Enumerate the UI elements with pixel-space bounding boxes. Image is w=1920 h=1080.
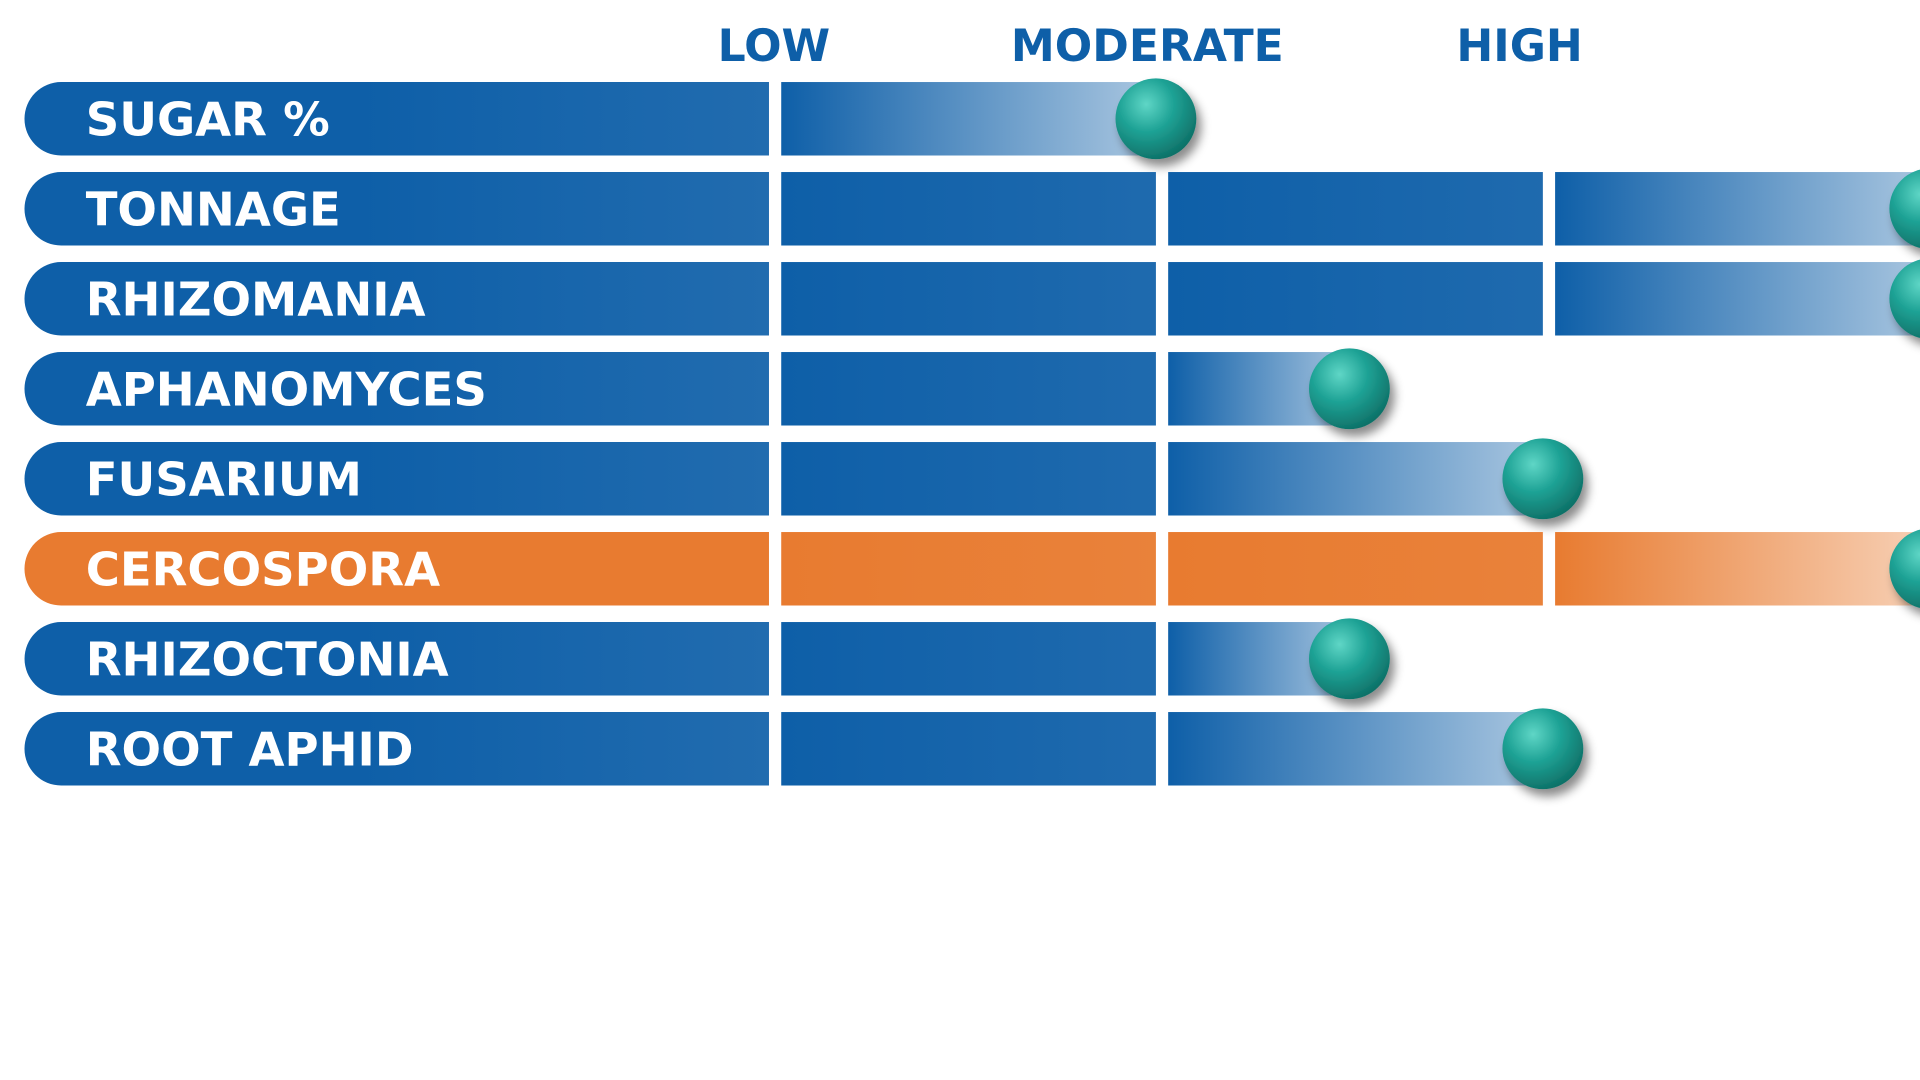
- trait-row-aphanomyces: APHANOMYCES: [24, 348, 1390, 430]
- trait-label-fusarium: FUSARIUM: [86, 453, 362, 507]
- trait-label-sugar: SUGAR %: [86, 93, 330, 147]
- trait-row-fusarium: FUSARIUM: [24, 438, 1584, 520]
- trait-row-root-aphid: ROOT APHID: [24, 708, 1584, 790]
- label-bar-aphanomyces: [24, 352, 769, 426]
- trait-row-rhizomania: RHIZOMANIA: [24, 259, 1920, 338]
- rating-segment-cercospora-3: [1555, 532, 1920, 606]
- rating-segment-rhizomania-3: [1555, 262, 1920, 336]
- trait-row-sugar: SUGAR %: [24, 78, 1197, 160]
- rating-marker-rhizomania: [1889, 259, 1920, 338]
- trait-label-cercospora: CERCOSPORA: [86, 543, 440, 597]
- rating-segment-tonnage-3: [1555, 172, 1920, 246]
- rating-segment-tonnage-2: [1168, 172, 1543, 246]
- rating-segment-fusarium-1: [781, 442, 1156, 516]
- rating-marker-rhizoctonia: [1308, 618, 1390, 700]
- trait-row-tonnage: TONNAGE: [24, 169, 1920, 248]
- scale-label-moderate: MODERATE: [1011, 21, 1284, 72]
- trait-row-rhizoctonia: RHIZOCTONIA: [24, 618, 1390, 700]
- rating-segment-root-aphid-2: [1168, 712, 1543, 786]
- label-bar-root-aphid: [24, 712, 769, 786]
- rating-marker-cercospora: [1889, 529, 1920, 608]
- label-bar-cercospora: [24, 532, 769, 606]
- rating-segment-sugar-1: [781, 82, 1156, 156]
- rating-segment-aphanomyces-1: [781, 352, 1156, 426]
- rating-segment-rhizomania-1: [781, 262, 1156, 336]
- rating-segment-tonnage-1: [781, 172, 1156, 246]
- trait-rows: SUGAR % TONNAGE RHIZOMANIA APHANOMYCES FUSAR…: [24, 78, 1920, 790]
- rating-segment-root-aphid-1: [781, 712, 1156, 786]
- rating-marker-fusarium: [1502, 438, 1584, 520]
- trait-label-rhizoctonia: RHIZOCTONIA: [86, 633, 449, 687]
- trait-label-aphanomyces: APHANOMYCES: [86, 363, 487, 417]
- trait-label-tonnage: TONNAGE: [86, 183, 341, 237]
- trait-label-rhizomania: RHIZOMANIA: [86, 273, 426, 327]
- rating-segment-fusarium-2: [1168, 442, 1543, 516]
- rating-marker-tonnage: [1889, 169, 1920, 248]
- label-bar-fusarium: [24, 442, 769, 516]
- scale-label-low: LOW: [718, 21, 831, 72]
- scale-label-high: HIGH: [1456, 21, 1582, 72]
- trait-label-root-aphid: ROOT APHID: [86, 723, 414, 777]
- rating-segment-cercospora-2: [1168, 532, 1543, 606]
- scale-header: LOW MODERATE HIGH: [718, 21, 1583, 72]
- rating-marker-aphanomyces: [1308, 348, 1390, 430]
- label-bar-rhizoctonia: [24, 622, 769, 696]
- rating-segment-cercospora-1: [781, 532, 1156, 606]
- rating-segment-rhizoctonia-1: [781, 622, 1156, 696]
- label-bar-sugar: [24, 82, 769, 156]
- rating-marker-root-aphid: [1502, 708, 1584, 790]
- rating-segment-rhizomania-2: [1168, 262, 1543, 336]
- label-bar-tonnage: [24, 172, 769, 246]
- label-bar-rhizomania: [24, 262, 769, 336]
- rating-marker-sugar: [1115, 78, 1197, 160]
- trait-row-cercospora: CERCOSPORA: [24, 529, 1920, 608]
